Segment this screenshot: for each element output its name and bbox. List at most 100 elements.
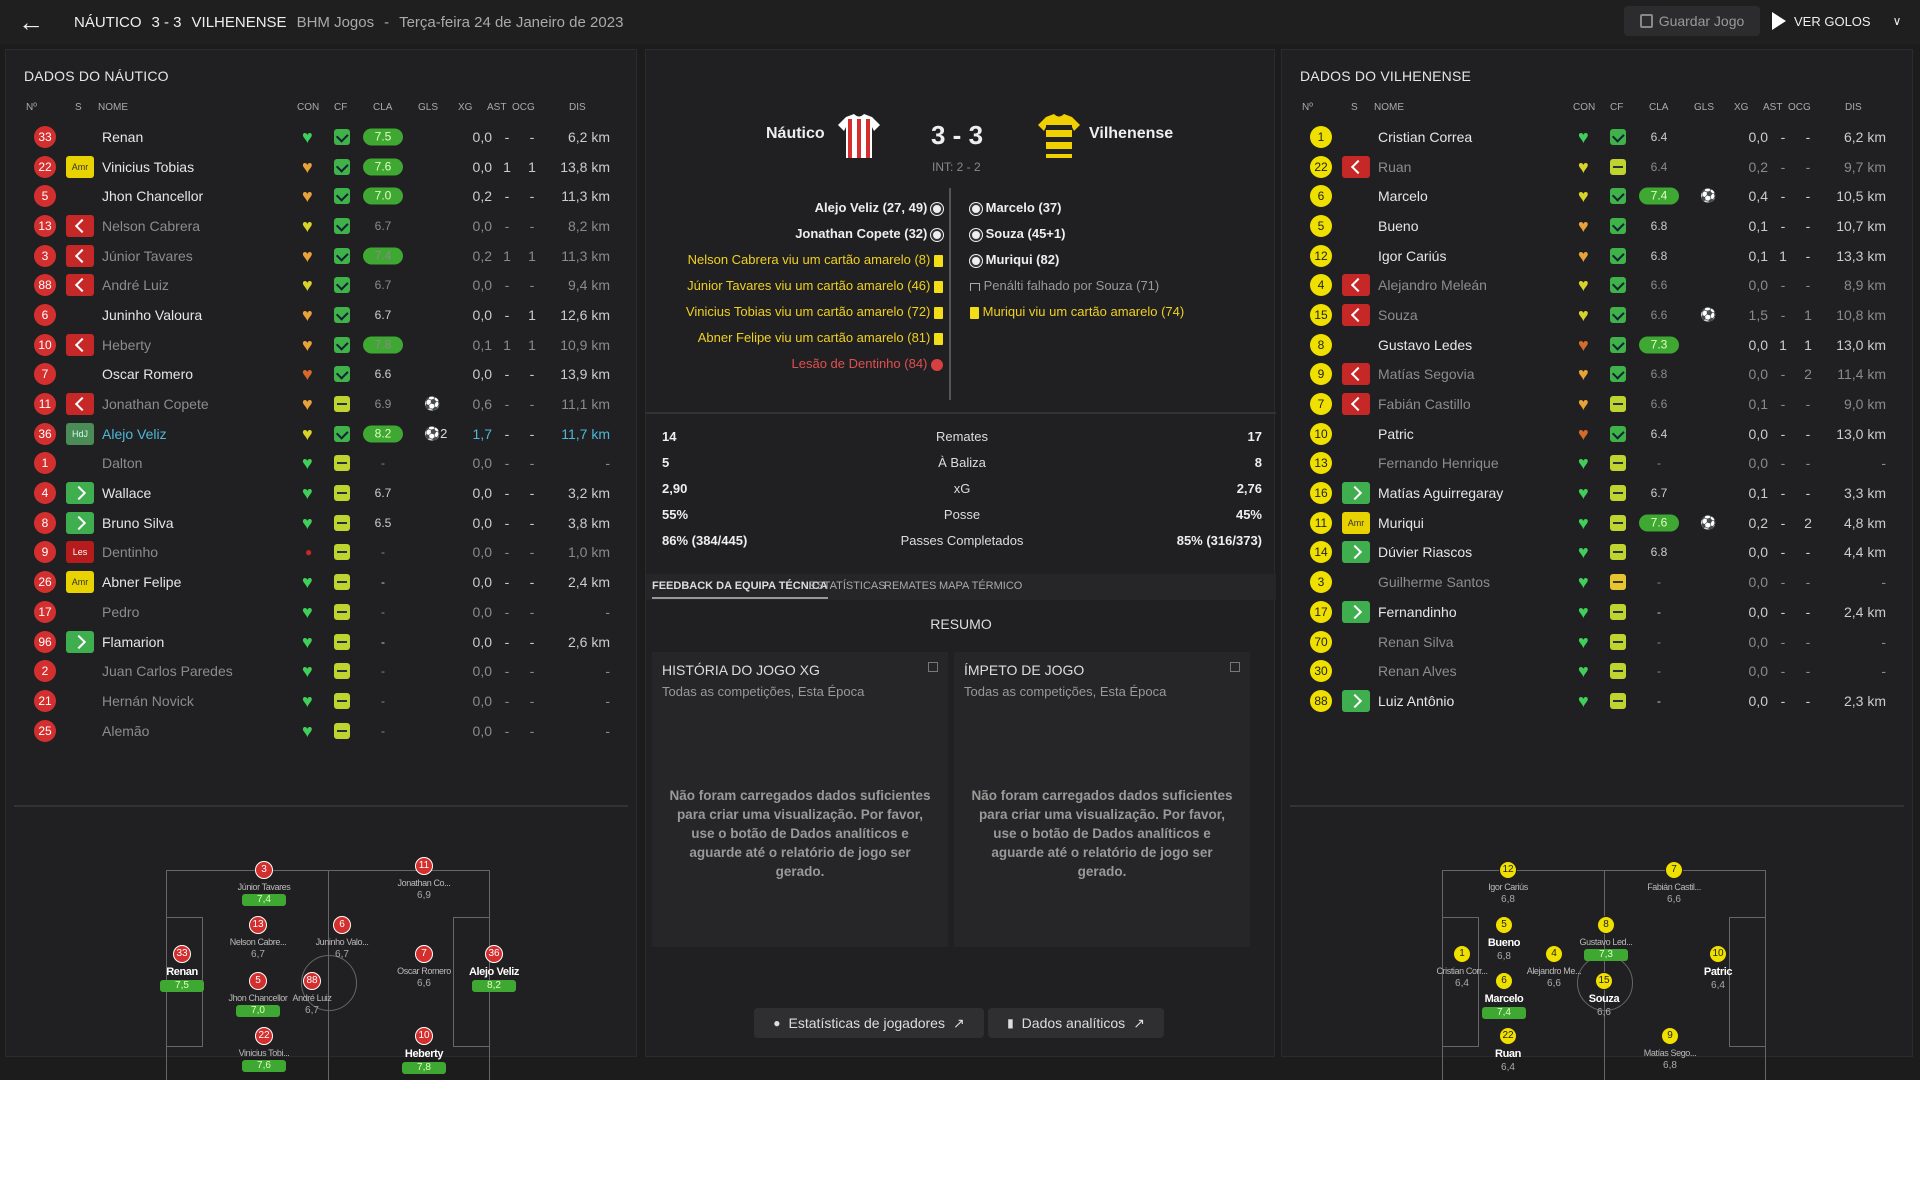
player-name[interactable]: Jhon Chancellor <box>102 188 204 205</box>
col-num[interactable]: Nº <box>26 102 37 113</box>
player-row[interactable]: 21 Hernán Novick ♥ -0,0- - - <box>20 686 624 716</box>
formation-player[interactable]: 3 Júnior Tavares 7,4 <box>229 861 299 906</box>
player-row[interactable]: 1 Cristian Correa ♥ 6.4 0,0- -6,2 km <box>1296 122 1900 152</box>
player-row[interactable]: 88 Luiz Antônio ♥ -0,0- -2,3 km <box>1296 686 1900 716</box>
player-name[interactable]: Vinicius Tobias <box>102 158 195 175</box>
formation-player[interactable]: 33 Renan 7,5 <box>147 945 217 992</box>
formation-player[interactable]: 15 Souza 6,6 <box>1569 972 1639 1019</box>
formation-player[interactable]: 9 Matías Sego... 6,8 <box>1635 1027 1705 1072</box>
tab-item[interactable]: FEEDBACK DA EQUIPA TÉCNICA <box>652 580 828 599</box>
formation-player[interactable]: 6 Juninho Valo... 6,7 <box>307 916 377 961</box>
player-name[interactable]: Júnior Tavares <box>102 247 193 264</box>
player-name[interactable]: Patric <box>1378 425 1414 442</box>
player-row[interactable]: 12 Igor Cariús ♥ 6.8 0,1 1 - 13,3 km <box>1296 241 1900 271</box>
formation-player[interactable]: 1 Cristian Corr... 6,4 <box>1427 945 1497 990</box>
formation-player[interactable]: 36 Alejo Veliz 8,2 <box>459 945 529 992</box>
player-name[interactable]: Wallace <box>102 485 152 502</box>
player-row[interactable]: 22 Ruan ♥ 6.4 0,2- -9,7 km <box>1296 152 1900 182</box>
tab-item[interactable]: REMATES <box>884 580 937 592</box>
col-con[interactable]: CON <box>297 102 320 113</box>
player-row[interactable]: 10 Patric ♥ 6.4 0,0- -13,0 km <box>1296 419 1900 449</box>
formation-player[interactable]: 12 Igor Cariús 6,8 <box>1473 861 1543 906</box>
player-row[interactable]: 11 Amr Muriqui ♥ 7.6 ⚽ 0,2- 2 4,8 km <box>1296 508 1900 538</box>
player-row[interactable]: 5 Jhon Chancellor ♥ 7.0 0,2- -11,3 km <box>20 181 624 211</box>
player-name[interactable]: Marcelo <box>1378 188 1428 205</box>
player-row[interactable]: 13 Nelson Cabrera ♥ 6.7 0,0- -8,2 km <box>20 211 624 241</box>
player-row[interactable]: 10 Heberty ♥ 7.8 0,1 1 1 10,9 km <box>20 330 624 360</box>
player-name[interactable]: Fernandinho <box>1378 603 1457 620</box>
col-dis[interactable]: DIS <box>569 102 586 113</box>
col-ast[interactable]: AST <box>487 102 507 113</box>
view-goals-button[interactable]: VER GOLOS ∨ <box>1772 6 1904 36</box>
home-team-name[interactable]: Náutico <box>766 125 825 142</box>
analytics-button[interactable]: ▮ Dados analíticos ↗ <box>988 1008 1164 1038</box>
formation-player[interactable]: 5 Bueno 6,8 <box>1469 916 1539 963</box>
player-row[interactable]: 7 Fabián Castillo ♥ 6.6 0,1- -9,0 km <box>1296 389 1900 419</box>
player-row[interactable]: 70 Renan Silva ♥ -0,0- - - <box>1296 627 1900 657</box>
player-row[interactable]: 96 Flamarion ♥ -0,0- -2,6 km <box>20 627 624 657</box>
player-row[interactable]: 7 Oscar Romero ♥ 6.6 0,0- -13,9 km <box>20 360 624 390</box>
player-row[interactable]: 26 Amr Abner Felipe ♥ -0,0- -2,4 km <box>20 567 624 597</box>
away-team-name[interactable]: Vilhenense <box>1089 125 1174 142</box>
col-cla[interactable]: CLA <box>1649 102 1669 113</box>
player-row[interactable]: 11 Jonathan Copete ♥ 6.9 ⚽ 0,6- -11,1 km <box>20 389 624 419</box>
formation-player[interactable]: 13 Nelson Cabre... 6,7 <box>223 916 293 961</box>
player-name[interactable]: Igor Cariús <box>1378 247 1447 264</box>
col-s[interactable]: S <box>75 102 82 113</box>
col-xg[interactable]: XG <box>458 102 473 113</box>
player-name[interactable]: Dúvier Riascos <box>1378 544 1473 561</box>
player-row[interactable]: 8 Gustavo Ledes ♥ 7.3 0,0 1 1 13,0 km <box>1296 330 1900 360</box>
player-name[interactable]: Flamarion <box>102 633 165 650</box>
expand-icon[interactable] <box>928 662 938 672</box>
player-name[interactable]: Alejandro Meleán <box>1378 277 1487 294</box>
player-row[interactable]: 3 Júnior Tavares ♥ 7.4 0,2 1 1 11,3 km <box>20 241 624 271</box>
player-row[interactable]: 25 Alemão ♥ -0,0- - - <box>20 716 624 746</box>
player-name[interactable]: Juninho Valoura <box>102 306 203 323</box>
formation-player[interactable]: 5 Jhon Chancellor 7,0 <box>223 972 293 1017</box>
formation-player[interactable]: 88 André Luiz 6,7 <box>277 972 347 1017</box>
formation-player[interactable]: 22 Ruan 6,4 <box>1473 1027 1543 1074</box>
player-row[interactable]: 17 Pedro ♥ -0,0- - - <box>20 597 624 627</box>
back-arrow-icon[interactable]: ← <box>18 6 44 37</box>
formation-player[interactable]: 7 Oscar Romero 6,6 <box>389 945 459 990</box>
player-name[interactable]: Juan Carlos Paredes <box>102 663 233 680</box>
col-gls[interactable]: GLS <box>418 102 439 113</box>
player-name[interactable]: Luiz Antônio <box>1378 692 1455 709</box>
col-cf[interactable]: CF <box>334 102 348 113</box>
formation-player[interactable]: 6 Marcelo 7,4 <box>1469 972 1539 1019</box>
player-row[interactable]: 4 Wallace ♥ 6.7 0,0- -3,2 km <box>20 478 624 508</box>
player-row[interactable]: 8 Bruno Silva ♥ 6.5 0,0- -3,8 km <box>20 508 624 538</box>
col-gls[interactable]: GLS <box>1694 102 1715 113</box>
player-name[interactable]: Pedro <box>102 603 140 620</box>
player-name[interactable]: Abner Felipe <box>102 574 182 591</box>
player-name[interactable]: Fabián Castillo <box>1378 396 1471 413</box>
formation-player[interactable]: 10 Patric 6,4 <box>1683 945 1753 992</box>
header-competition[interactable]: BHM Jogos <box>296 13 375 31</box>
col-s[interactable]: S <box>1351 102 1358 113</box>
player-name[interactable]: Muriqui <box>1378 514 1424 531</box>
tab-item[interactable]: ESTATÍSTICAS <box>809 580 886 592</box>
player-name[interactable]: Guilherme Santos <box>1378 574 1491 591</box>
player-name[interactable]: Dentinho <box>102 544 159 561</box>
col-ocg[interactable]: OCG <box>1788 102 1811 113</box>
player-row[interactable]: 9 Les Dentinho ● -0,0- -1,0 km <box>20 538 624 568</box>
player-row[interactable]: 33 Renan ♥ 7.5 0,0- -6,2 km <box>20 122 624 152</box>
player-name[interactable]: Renan Silva <box>1378 633 1454 650</box>
player-row[interactable]: 2 Juan Carlos Paredes ♥ -0,0- - - <box>20 656 624 686</box>
player-row[interactable]: 6 Juninho Valoura ♥ 6.7 0,0- 1 12,6 km <box>20 300 624 330</box>
player-row[interactable]: 1 Dalton ♥ -0,0- - - <box>20 449 624 479</box>
player-row[interactable]: 88 André Luiz ♥ 6.7 0,0- -9,4 km <box>20 270 624 300</box>
col-cla[interactable]: CLA <box>373 102 393 113</box>
player-name[interactable]: Heberty <box>102 336 152 353</box>
player-name[interactable]: Souza <box>1378 306 1418 323</box>
formation-player[interactable]: 22 Vinicius Tobi... 7,6 <box>229 1027 299 1072</box>
player-row[interactable]: 13 Fernando Henrique ♥ -0,0- - - <box>1296 449 1900 479</box>
player-row[interactable]: 17 Fernandinho ♥ -0,0- -2,4 km <box>1296 597 1900 627</box>
col-name[interactable]: NOME <box>98 102 128 113</box>
player-name[interactable]: Matías Aguirregaray <box>1378 485 1504 502</box>
save-match-button[interactable]: Guardar Jogo <box>1624 6 1760 36</box>
player-name[interactable]: Renan <box>102 128 144 145</box>
player-name[interactable]: Fernando Henrique <box>1378 455 1499 472</box>
player-name[interactable]: Ruan <box>1378 158 1412 175</box>
player-row[interactable]: 30 Renan Alves ♥ -0,0- - - <box>1296 656 1900 686</box>
